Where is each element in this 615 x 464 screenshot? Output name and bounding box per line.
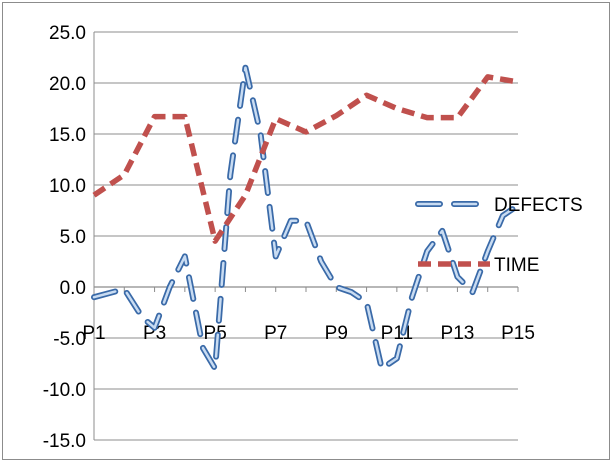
- time-line: [92, 74, 519, 244]
- x-tick-label: P7: [264, 323, 287, 344]
- y-tick-label: 10.0: [49, 176, 86, 197]
- y-tick-label: 15.0: [49, 125, 86, 146]
- x-tick-label: P13: [441, 323, 475, 344]
- x-tick-label: P11: [381, 323, 413, 344]
- y-tick-label: 25.0: [49, 23, 86, 44]
- y-tick-label: 0.0: [60, 278, 86, 299]
- y-axis-ticks: -15.0 -10.0 -5.0 0.0 5.0 10.0 15.0 20.0 25.0: [43, 23, 86, 452]
- x-tick-label: P15: [501, 323, 535, 344]
- legend-time-label: TIME: [494, 255, 539, 276]
- y-tick-label: -5.0: [53, 329, 86, 350]
- series: [91, 64, 521, 372]
- y-tick-label: 20.0: [49, 74, 86, 95]
- legend: DEFECTS TIME: [415, 195, 583, 276]
- y-tick-label: -10.0: [43, 380, 86, 401]
- legend-defects-label: DEFECTS: [494, 195, 583, 216]
- x-tick-label: P3: [143, 323, 166, 344]
- x-axis-ticks: P1 P3 P5 P7 P9 P11 P13 P15: [82, 287, 535, 344]
- y-tick-label: 5.0: [60, 227, 86, 248]
- y-tick-label: -15.0: [43, 431, 86, 452]
- defects-line: [92, 66, 520, 370]
- x-tick-label: P9: [325, 323, 348, 344]
- gridlines: [93, 31, 518, 441]
- x-tick-label: P1: [82, 323, 105, 344]
